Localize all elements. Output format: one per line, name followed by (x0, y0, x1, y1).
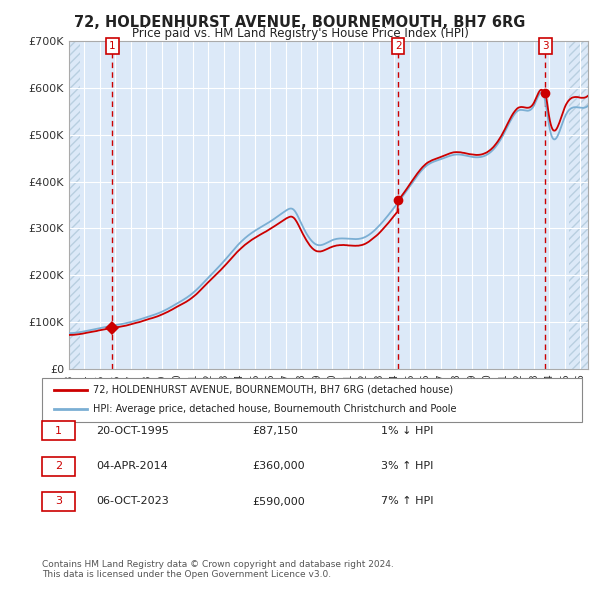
Text: Price paid vs. HM Land Registry's House Price Index (HPI): Price paid vs. HM Land Registry's House … (131, 27, 469, 40)
Text: £87,150: £87,150 (252, 426, 298, 435)
Text: 3: 3 (55, 497, 62, 506)
Text: £590,000: £590,000 (252, 497, 305, 506)
Text: 72, HOLDENHURST AVENUE, BOURNEMOUTH, BH7 6RG: 72, HOLDENHURST AVENUE, BOURNEMOUTH, BH7… (74, 15, 526, 30)
Text: 06-OCT-2023: 06-OCT-2023 (96, 497, 169, 506)
Text: 72, HOLDENHURST AVENUE, BOURNEMOUTH, BH7 6RG (detached house): 72, HOLDENHURST AVENUE, BOURNEMOUTH, BH7… (93, 385, 453, 395)
Text: 1% ↓ HPI: 1% ↓ HPI (381, 426, 433, 435)
Text: 3: 3 (542, 41, 549, 51)
Text: 20-OCT-1995: 20-OCT-1995 (96, 426, 169, 435)
Text: 04-APR-2014: 04-APR-2014 (96, 461, 168, 471)
Text: 1: 1 (55, 426, 62, 435)
Bar (69, 41, 80, 369)
Text: HPI: Average price, detached house, Bournemouth Christchurch and Poole: HPI: Average price, detached house, Bour… (93, 405, 457, 414)
Text: 3% ↑ HPI: 3% ↑ HPI (381, 461, 433, 471)
Text: 1: 1 (109, 41, 116, 51)
Text: £360,000: £360,000 (252, 461, 305, 471)
Text: 7% ↑ HPI: 7% ↑ HPI (381, 497, 433, 506)
Text: 2: 2 (395, 41, 401, 51)
Text: 2: 2 (55, 461, 62, 471)
Bar (569, 41, 588, 369)
Text: Contains HM Land Registry data © Crown copyright and database right 2024.
This d: Contains HM Land Registry data © Crown c… (42, 560, 394, 579)
